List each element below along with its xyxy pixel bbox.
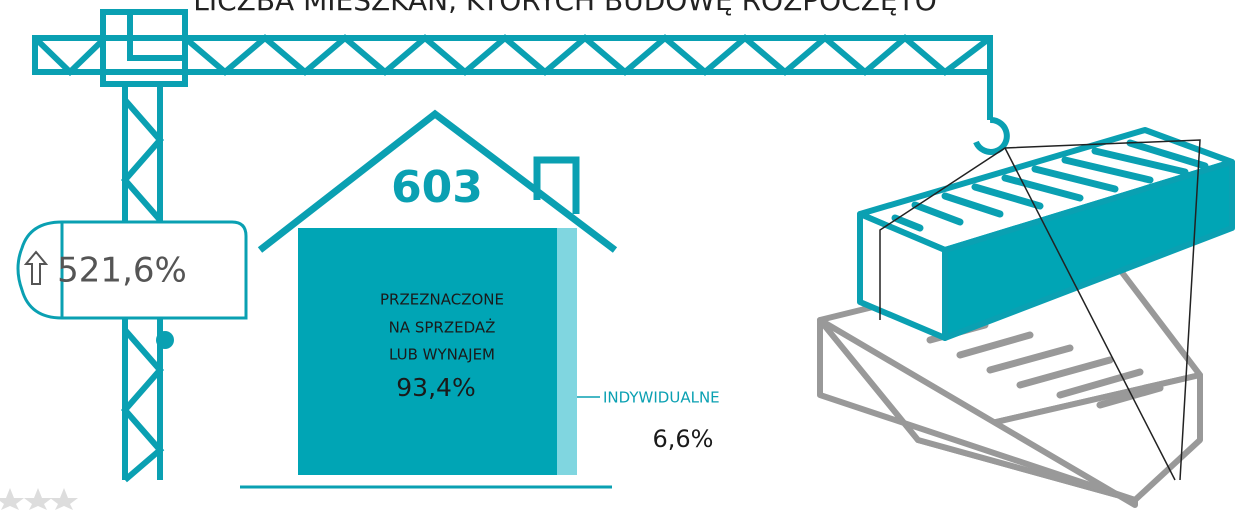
change: 521,6%	[57, 251, 187, 291]
segment-value: 93,4%	[396, 373, 475, 402]
ropes	[879, 139, 1201, 481]
up-arrow	[23, 250, 49, 285]
segment-label: LUB WYNAJEM	[389, 346, 495, 364]
house-outline	[240, 109, 618, 489]
total: 603	[391, 162, 483, 213]
segment-value: 6,6%	[653, 425, 714, 453]
title: LICZBA MIESZKAŃ, KTÓRYCH BUDOWĘ ROZPOCZĘ…	[193, 0, 937, 17]
stars	[0, 488, 78, 510]
callout	[16, 220, 248, 320]
container-teal-ribs	[891, 139, 1209, 232]
segment-main	[298, 228, 557, 475]
segment-small	[557, 228, 577, 475]
segment-label: PRZEZNACZONE	[380, 291, 504, 309]
segment-label: INDYWIDUALNE	[603, 389, 720, 407]
segment-label: NA SPRZEDAŻ	[389, 318, 496, 337]
bolt	[156, 331, 174, 349]
